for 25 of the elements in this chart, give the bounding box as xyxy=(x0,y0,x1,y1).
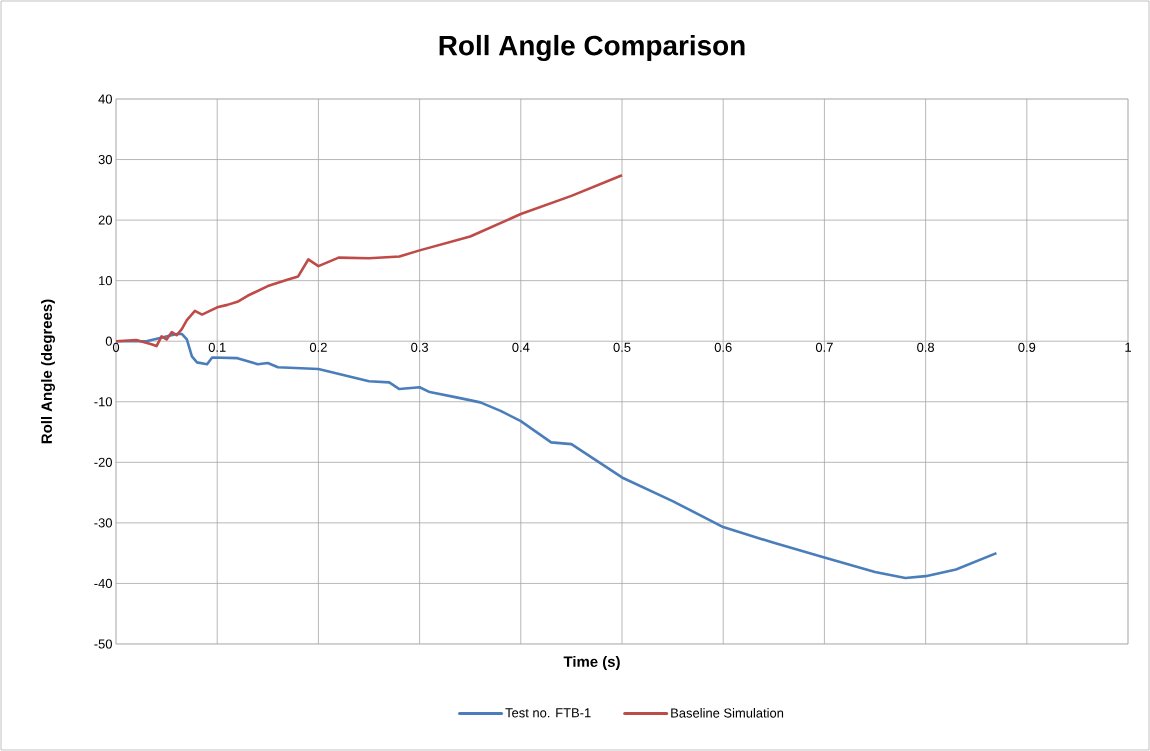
y-tick-label: 30 xyxy=(98,154,112,165)
y-tick-label: -10 xyxy=(94,397,112,407)
x-tick-label: 0.5 xyxy=(613,342,631,352)
y-tick-label: -20 xyxy=(94,457,112,467)
y-tick-label: -50 xyxy=(94,639,112,649)
x-tick-label: 0.1 xyxy=(208,342,226,352)
legend-label: Test no. FTB-1 xyxy=(505,708,591,718)
legend-label: Baseline Simulation xyxy=(671,708,784,718)
x-tick-label: 0.7 xyxy=(815,342,833,352)
y-axis-title: Roll Angle (degrees) xyxy=(41,299,56,444)
x-tick-label: 0.2 xyxy=(309,342,327,352)
x-tick-label: 0.4 xyxy=(512,342,530,352)
chart-title: Roll Angle Comparison xyxy=(439,34,745,62)
x-tick-label: 0.6 xyxy=(714,342,732,352)
x-tick-label: 0.3 xyxy=(411,342,429,352)
x-tick-label: 0.8 xyxy=(917,342,935,352)
y-tick-label: 10 xyxy=(99,276,112,286)
x-tick-label: 0 xyxy=(112,342,120,352)
y-tick-label: -40 xyxy=(94,578,112,589)
x-tick-label: 1 xyxy=(1125,342,1131,352)
x-axis-title: Time (s) xyxy=(563,656,620,670)
y-tick-label: -30 xyxy=(94,518,112,528)
y-tick-label: 40 xyxy=(98,94,112,104)
y-tick-label: 20 xyxy=(98,215,112,225)
x-tick-label: 0.9 xyxy=(1018,342,1036,352)
